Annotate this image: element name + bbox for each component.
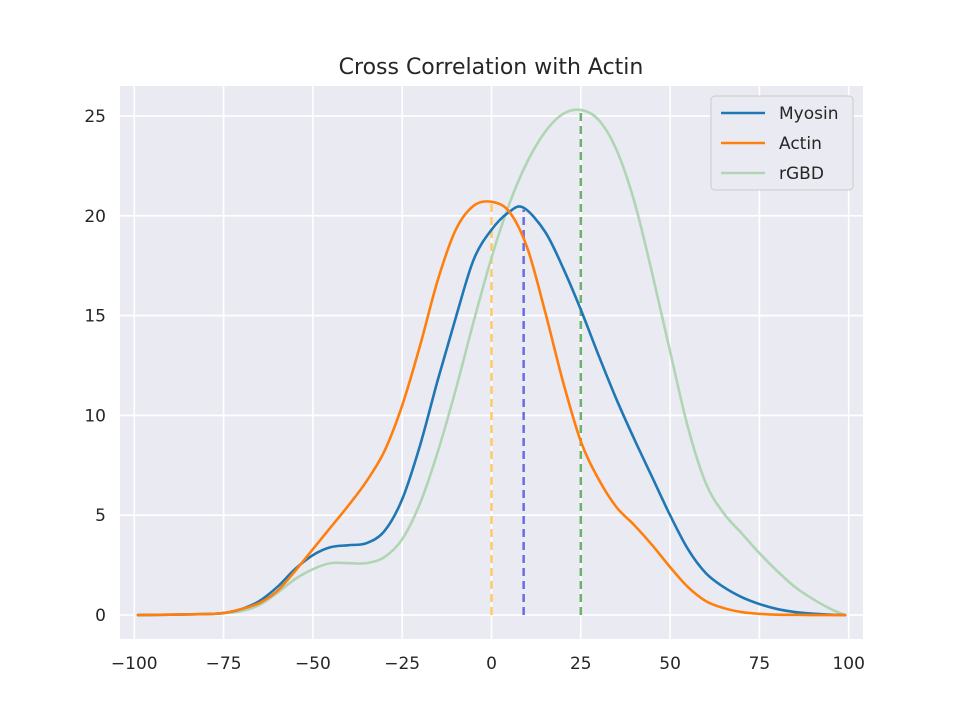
y-tick-label: 0 [95, 606, 106, 626]
y-tick-label: 25 [84, 107, 106, 127]
y-tick-label: 15 [84, 307, 106, 327]
series-line-actin [136, 200, 847, 617]
y-tick-labels: 0 5 10 15 20 25 [84, 107, 106, 626]
x-tick-label: 50 [659, 654, 681, 674]
y-tick-label: 10 [84, 406, 106, 426]
x-tick-label: 75 [749, 654, 771, 674]
series-lines [136, 108, 847, 617]
x-tick-label: 100 [832, 654, 864, 674]
y-tick-label: 5 [95, 506, 106, 526]
legend-label: Actin [779, 134, 822, 154]
x-tick-label: −25 [384, 654, 420, 674]
legend-box [710, 95, 854, 191]
x-tick-label: 25 [570, 654, 592, 674]
legend-label: Myosin [779, 104, 838, 124]
x-tick-label: −100 [111, 654, 158, 674]
vertical-markers [490, 111, 583, 616]
y-tick-label: 20 [84, 207, 106, 227]
legend: Myosin Actin rGBD [710, 95, 854, 191]
chart-title: Cross Correlation with Actin [339, 55, 644, 80]
x-tick-label: −75 [206, 654, 242, 674]
series-line-rgbd [136, 108, 847, 617]
legend-label: rGBD [779, 164, 824, 184]
x-tick-label: 0 [486, 654, 497, 674]
x-tick-label: −50 [295, 654, 331, 674]
x-tick-labels: −100 −75 −50 −25 0 25 50 75 100 [111, 654, 865, 674]
